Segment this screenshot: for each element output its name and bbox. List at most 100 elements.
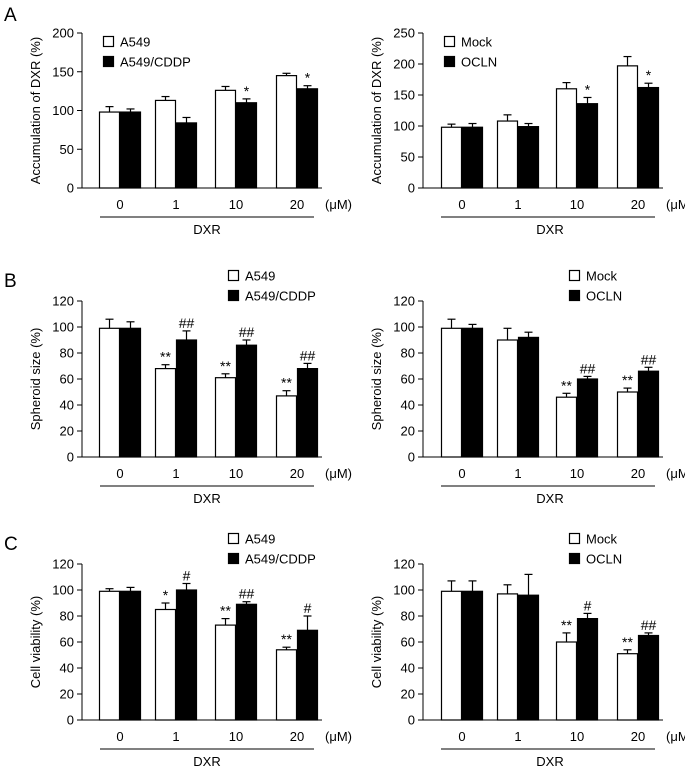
bar-a [214,89,237,189]
x-tick-label: 1 [514,729,521,744]
y-tick-label: 20 [60,687,74,702]
x-tick-label: 20 [631,197,645,212]
legend-label: OCLN [586,289,622,304]
legend-label: Mock [461,35,493,50]
bar-a [275,75,298,189]
significance-mark: ## [300,347,316,363]
legend: Mock OCLN [568,269,622,304]
significance-mark: ** [281,631,292,647]
legend-swatch-a [568,269,581,282]
bar-a [98,111,121,189]
bar-a [496,339,519,458]
x-axis-title: DXR [536,222,563,237]
legend-swatch-b [568,289,581,302]
panel-label-a: A [4,5,17,26]
x-unit-label: (μM) [666,466,685,481]
legend-label: OCLN [586,552,622,567]
y-tick-label: 80 [60,609,74,624]
x-tick-label: 0 [116,466,123,481]
significance-mark: * [646,67,652,83]
y-tick-label: 20 [60,424,74,439]
bar-b [461,126,484,189]
bar-b [576,378,599,458]
y-tick-label: 0 [67,713,74,728]
significance-mark: ## [641,617,657,633]
y-tick-label: 120 [393,294,415,309]
x-axis-title: DXR [536,754,563,766]
x-tick-label: 20 [290,729,304,744]
significance-mark: # [304,600,312,616]
significance-mark: * [585,81,591,97]
bar-b [175,339,198,458]
y-tick-label: 60 [401,372,415,387]
y-tick-label: 60 [401,635,415,650]
x-axis-title: DXR [536,491,563,506]
x-tick-label: 1 [172,466,179,481]
x-tick-label: 20 [290,197,304,212]
chart-b-left: 0 20 40 60 80 100 120 Spheroid size (%) 0 ** ## 1 **… [28,269,352,507]
bar-a [616,65,639,189]
bar-a [275,395,298,458]
bar-a [154,608,177,721]
legend-label: A549/CDDP [120,55,191,70]
significance-mark: ** [561,617,572,633]
bar-b [235,603,258,721]
x-tick-label: 0 [116,197,123,212]
legend: A549 A549/CDDP [102,35,191,70]
y-tick-label: 50 [401,150,415,165]
bar-a [214,377,237,458]
x-tick-label: 20 [631,729,645,744]
significance-mark: * [305,70,311,86]
bar-a [616,391,639,458]
bar-a [440,590,463,721]
y-tick-label: 80 [401,609,415,624]
y-tick-label: 0 [408,450,415,465]
significance-mark: * [244,83,250,99]
bar-b [517,336,540,458]
bar-b [296,88,319,189]
x-unit-label: (μM) [666,197,685,212]
legend-swatch-b [227,289,240,302]
bar-a [496,120,519,189]
significance-mark: ** [622,634,633,650]
significance-mark: ## [239,586,255,602]
y-tick-label: 200 [52,26,74,41]
x-tick-label: 10 [229,197,243,212]
significance-mark: ** [220,358,231,374]
bar-b [461,327,484,458]
bar-a [154,368,177,458]
y-tick-label: 20 [401,424,415,439]
x-tick-label: 10 [570,197,584,212]
bar-a [440,327,463,458]
bar-a [98,327,121,458]
x-tick-label: 10 [570,729,584,744]
x-tick-label: 1 [172,197,179,212]
bar-b [517,126,540,189]
y-tick-label: 150 [393,88,415,103]
legend-label: OCLN [461,55,497,70]
legend-swatch-a [102,35,115,48]
y-tick-label: 100 [393,583,415,598]
significance-mark: # [584,597,592,613]
bar-a [555,396,578,458]
x-tick-label: 0 [116,729,123,744]
x-axis-title: DXR [193,491,220,506]
y-tick-label: 100 [393,320,415,335]
bar-a [214,624,237,721]
bar-b [235,344,258,458]
y-tick-label: 40 [401,661,415,676]
bar-a [616,653,639,721]
bar-b [517,594,540,721]
legend: A549 A549/CDDP [227,532,316,567]
bar-b [296,629,319,721]
significance-mark: ## [179,315,195,331]
y-tick-label: 40 [401,398,415,413]
x-tick-label: 1 [514,466,521,481]
legend: A549 A549/CDDP [227,269,316,304]
x-tick-label: 0 [458,729,465,744]
significance-mark: * [163,587,169,603]
y-tick-label: 120 [52,557,74,572]
y-tick-label: 120 [393,557,415,572]
significance-mark: ** [160,349,171,365]
y-tick-label: 0 [408,713,415,728]
